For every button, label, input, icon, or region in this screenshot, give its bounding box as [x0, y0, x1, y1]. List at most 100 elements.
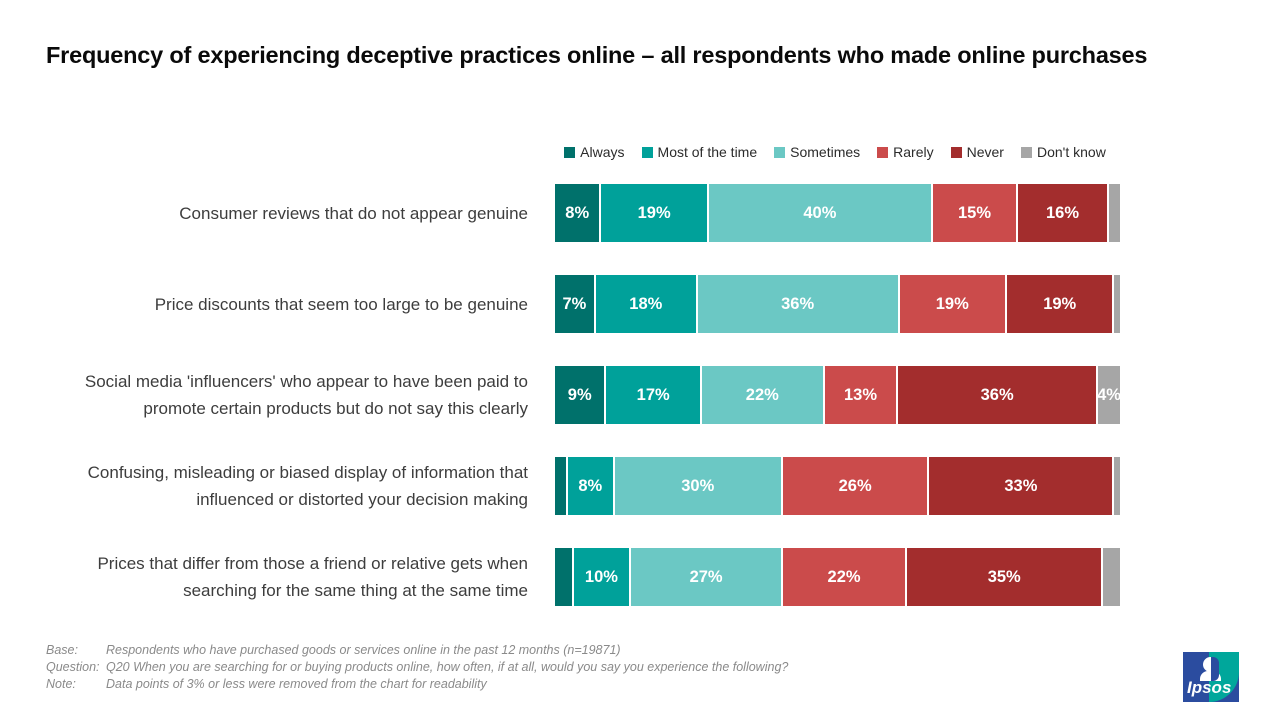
chart-legend: Always Most of the time Sometimes Rarely Nev… — [540, 144, 1130, 160]
legend-label: Most of the time — [657, 144, 758, 160]
bar-segment-value: 26% — [838, 476, 872, 495]
bar-segment — [1114, 275, 1120, 333]
bar-segment-value: 8% — [578, 476, 603, 495]
bar-segment: 17% — [606, 366, 700, 424]
bar-segment: 19% — [1007, 275, 1113, 333]
chart-row: Confusing, misleading or biased display … — [46, 457, 1120, 515]
stacked-bar: 9% 17% 22% 13% 36% 4% — [555, 366, 1121, 424]
chart-row: Social media 'influencers' who appear to… — [46, 366, 1121, 424]
category-label: Consumer reviews that do not appear genu… — [179, 203, 528, 223]
bar-segment-value: 36% — [980, 385, 1014, 404]
bar-segment: 15% — [932, 184, 1017, 242]
category-label: Price discounts that seem too large to b… — [154, 294, 528, 314]
bar-segment — [555, 548, 572, 606]
page-title: Frequency of experiencing deceptive prac… — [46, 42, 1148, 68]
legend-swatch-icon — [641, 146, 653, 158]
bar-segment: 40% — [708, 184, 931, 242]
bar-segment: 33% — [929, 457, 1113, 515]
chart-row: Consumer reviews that do not appear genu… — [46, 184, 1120, 242]
bar-segment-value: 4% — [1097, 385, 1121, 404]
bar-segment: 8% — [568, 457, 613, 515]
bar-segment-value: 35% — [987, 567, 1021, 586]
bar-segment: 36% — [898, 366, 1097, 424]
stacked-bar: 8% 19% 40% 15% 16% — [555, 184, 1120, 242]
footer-row-text: Respondents who have purchased goods or … — [106, 643, 621, 657]
bar-segment — [1108, 184, 1120, 242]
legend-label: Rarely — [893, 144, 934, 160]
stacked-bar: 8% 30% 26% 33% — [555, 457, 1120, 515]
bar-segment: 13% — [824, 366, 897, 424]
footer-notes: Base: Respondents who have purchased good… — [46, 642, 946, 693]
bar-segment: 30% — [614, 457, 781, 515]
bar-segment: 22% — [701, 366, 823, 424]
legend-swatch-icon — [877, 146, 889, 158]
bar-segment-value: 15% — [957, 203, 991, 222]
bar-segment: 22% — [783, 548, 906, 606]
ipsos-logo: Ipsos — [1183, 652, 1239, 702]
legend-item: Most of the time — [641, 144, 758, 160]
legend-swatch-icon — [1020, 146, 1032, 158]
bar-segment: 7% — [555, 275, 594, 333]
legend-item: Don't know — [1020, 144, 1106, 160]
bar-segment-value: 17% — [636, 385, 670, 404]
bar-segment: 35% — [907, 548, 1102, 606]
legend-swatch-icon — [774, 146, 786, 158]
bar-segment: 19% — [899, 275, 1005, 333]
bar-segment — [1114, 457, 1120, 515]
bar-segment-value: 36% — [781, 294, 815, 313]
legend-label: Never — [966, 144, 1004, 160]
legend-label: Sometimes — [790, 144, 861, 160]
bar-segment-value: 19% — [637, 203, 671, 222]
bar-segment: 8% — [555, 184, 600, 242]
legend-item: Always — [564, 144, 625, 160]
legend-swatch-icon — [564, 146, 576, 158]
bar-segment: 9% — [555, 366, 605, 424]
bar-segment-value: 22% — [827, 567, 861, 586]
footer-row-label: Question: — [46, 660, 100, 674]
bar-segment: 18% — [595, 275, 696, 333]
logo-wordmark: Ipsos — [1187, 678, 1232, 697]
bar-segment-value: 7% — [562, 294, 587, 313]
legend-item: Rarely — [877, 144, 934, 160]
logo-bust-silhouette — [1200, 671, 1221, 681]
bar-segment — [1103, 548, 1120, 606]
legend-swatch-icon — [950, 146, 962, 158]
footer-row-text: Data points of 3% or less were removed f… — [106, 677, 487, 691]
legend-item: Sometimes — [774, 144, 860, 160]
bar-segment: 19% — [601, 184, 707, 242]
footer-row: Question: Q20 When you are searching for … — [46, 659, 946, 676]
bar-segment-value: 18% — [629, 294, 663, 313]
stacked-bar: 7% 18% 36% 19% 19% — [555, 275, 1120, 333]
bar-segment-value: 33% — [1004, 476, 1038, 495]
footer-row-text: Q20 When you are searching for or buying… — [106, 660, 789, 674]
bar-segment-value: 19% — [1043, 294, 1077, 313]
category-label: Confusing, misleading or biased display … — [87, 463, 528, 509]
footer-row-label: Note: — [46, 677, 76, 691]
legend-item: Never — [950, 144, 1004, 160]
chart-row: Price discounts that seem too large to b… — [46, 275, 1120, 333]
bar-segment: 4% — [1097, 366, 1121, 424]
legend-label: Always — [580, 144, 625, 160]
footer-row: Base: Respondents who have purchased good… — [46, 642, 946, 659]
bar-segment-value: 30% — [681, 476, 715, 495]
bar-segment: 27% — [631, 548, 781, 606]
bar-segment-value: 27% — [689, 567, 723, 586]
bar-segment: 10% — [573, 548, 630, 606]
bar-segment-value: 16% — [1045, 203, 1080, 222]
stacked-bar: 10% 27% 22% 35% — [555, 548, 1120, 606]
bar-segment-value: 9% — [567, 385, 592, 404]
bar-segment-value: 10% — [584, 567, 618, 586]
bar-segment: 36% — [697, 275, 898, 333]
bar-segment-value: 22% — [745, 385, 779, 404]
bar-segment-value: 13% — [843, 385, 877, 404]
footer-row: Note: Data points of 3% or less were remo… — [46, 676, 946, 693]
stacked-bar-chart: Consumer reviews that do not appear genu… — [46, 184, 1121, 639]
bar-segment: 16% — [1018, 184, 1107, 242]
bar-segment-value: 8% — [565, 203, 590, 222]
logo-profile-shadow — [1211, 657, 1219, 681]
bar-segment-value: 19% — [935, 294, 969, 313]
bar-segment — [555, 457, 567, 515]
category-label: Social media 'influencers' who appear to… — [84, 372, 528, 418]
bar-segment: 26% — [783, 457, 928, 515]
